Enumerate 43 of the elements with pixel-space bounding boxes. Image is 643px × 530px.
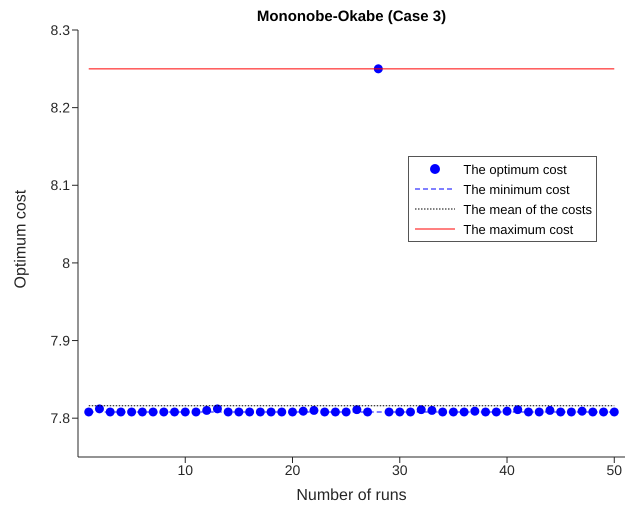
y-tick-label: 8.2 (50, 100, 70, 116)
y-axis-title: Optimum cost (12, 189, 30, 288)
point (288, 407, 298, 416)
y-tick-label: 8.3 (50, 22, 70, 38)
point (277, 407, 286, 416)
y-tick-label: 8 (62, 254, 70, 271)
point (159, 407, 168, 416)
point (610, 407, 619, 416)
x-tick-label: 20 (284, 462, 301, 478)
point (427, 406, 436, 415)
point (460, 407, 469, 416)
point (266, 407, 276, 416)
point (148, 407, 158, 416)
point (406, 407, 416, 416)
x-tick-label: 10 (177, 462, 194, 478)
point (599, 407, 608, 416)
x-tick-label: 30 (392, 462, 408, 478)
y-tick-label: 7.9 (50, 332, 70, 349)
legend-label: The minimum cost (463, 182, 570, 196)
chart-title: Mononobe-Okabe (Case 3) (256, 8, 448, 25)
point (191, 407, 200, 416)
point (566, 407, 576, 416)
point (170, 407, 180, 416)
y-tick-label: 7.8 (50, 410, 70, 426)
point (342, 407, 351, 416)
point (481, 407, 490, 416)
point (127, 407, 136, 416)
x-tick-label: 40 (499, 462, 516, 478)
legend-label: The optimum cost (463, 162, 567, 176)
y-tick-label: 8.1 (50, 177, 70, 194)
point (438, 407, 448, 416)
x-tick-label: 50 (606, 462, 622, 478)
point (224, 407, 233, 416)
point (384, 407, 394, 416)
point (309, 406, 318, 415)
point (84, 407, 94, 416)
legend-label: The mean of the costs (463, 202, 592, 216)
point (534, 407, 544, 416)
point (245, 407, 254, 416)
x-axis-title: Number of runs (296, 487, 407, 504)
legend-label: The maximum cost (463, 222, 574, 236)
point (502, 406, 512, 416)
point (116, 407, 126, 416)
